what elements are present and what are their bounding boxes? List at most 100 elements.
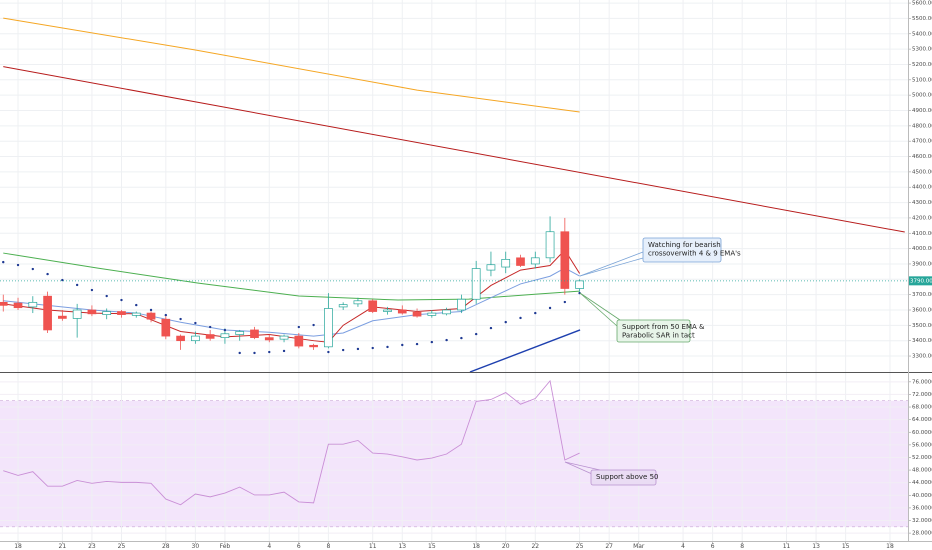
y-tick-label: 3500.00 [912, 323, 932, 329]
candle-body [545, 231, 555, 259]
callout-text: Watching for bearish [648, 241, 721, 249]
y-tick-label: 3300.00 [912, 354, 932, 360]
y-tick-label: 36.0000 [912, 505, 932, 511]
indicator-line [3, 17, 580, 113]
x-tick-label: 27 [605, 543, 613, 550]
x-tick-label: 18 [14, 543, 22, 550]
x-tick-label: 15 [842, 543, 850, 550]
y-tick-label: 5000.00 [912, 93, 932, 99]
candle-body [338, 304, 348, 308]
candle-body [117, 311, 126, 315]
sar-dot [445, 338, 448, 342]
candle-body [368, 300, 378, 312]
callout-pointer [579, 257, 644, 277]
callout-box [616, 319, 691, 343]
candle-body [191, 335, 200, 342]
y-tick-label: 56.0000 [912, 442, 932, 448]
y-tick-label: 5600.00 [912, 1, 932, 7]
y-tick-label: 72.0000 [912, 392, 932, 398]
y-tick-label: 44.0000 [912, 480, 932, 486]
sar-dot [223, 328, 227, 332]
sar-dot [474, 332, 478, 336]
last-price-label: 3790.00 [910, 278, 932, 284]
candle-body [442, 309, 451, 315]
sar-dot [268, 350, 271, 354]
candle-body [72, 309, 82, 319]
y-tick-label: 5100.00 [912, 77, 932, 83]
sar-dot [430, 340, 434, 344]
sar-dot [489, 326, 493, 330]
y-tick-label: 4300.00 [912, 200, 932, 206]
callout-pointer [579, 292, 621, 321]
x-tick-label: 13 [812, 543, 820, 550]
sar-dot [194, 321, 197, 325]
candle-body [28, 301, 38, 308]
sar-dot [563, 300, 567, 304]
x-tick-label: 21 [59, 543, 67, 550]
sar-dot [61, 278, 64, 282]
x-tick-label: 8 [326, 543, 330, 550]
callout-text: Parabolic SAR in tact [622, 332, 695, 340]
sar-dot [75, 283, 79, 287]
y-tick-label: 68.0000 [912, 405, 932, 411]
sar-dot [208, 325, 212, 329]
sar-dot [31, 267, 35, 271]
y-tick-label: 5400.00 [912, 31, 932, 37]
sar-dot [253, 351, 256, 355]
x-tick-label: 15 [428, 543, 436, 550]
x-tick-label: 4 [681, 543, 685, 550]
candle-body [353, 300, 363, 305]
y-tick-label: 64.0000 [912, 417, 932, 423]
x-tick-label: 6 [711, 543, 715, 550]
y-tick-label: 76.0000 [912, 379, 932, 385]
sar-dot [386, 345, 389, 349]
candle-body [397, 309, 407, 314]
callout-pointer [564, 461, 593, 475]
y-tick-label: 4700.00 [912, 139, 932, 145]
sar-dot [46, 272, 49, 276]
y-tick-label: 3900.00 [912, 261, 932, 267]
candle-body [161, 318, 171, 337]
sar-dot [2, 260, 5, 264]
price-pane [0, 0, 908, 372]
axes: 18 21 23 25 28 30 Feb 4 6 8 11 13 15 18 20 22 25 27 Mar 4 6 8… [14, 1, 932, 550]
y-tick-label: 4200.00 [912, 215, 932, 221]
candle-body [412, 311, 422, 317]
x-tick-label: 23 [88, 543, 96, 550]
x-tick-label: Feb [220, 543, 231, 550]
callout-pointer [564, 461, 601, 471]
sar-dot [179, 317, 182, 321]
y-tick-label: 40.0000 [912, 493, 932, 499]
x-tick-label: 20 [502, 543, 510, 550]
candle-body [575, 280, 584, 289]
y-tick-label: 4600.00 [912, 154, 932, 160]
y-tick-label: 3600.00 [912, 308, 932, 314]
sar-dot [312, 323, 315, 327]
x-tick-label: 13 [398, 543, 406, 550]
sar-dot [327, 350, 330, 354]
y-tick-label: 3400.00 [912, 338, 932, 344]
x-tick-label: 11 [369, 543, 377, 550]
x-tick-label: 18 [886, 543, 894, 550]
sar-dot [297, 325, 301, 329]
candle-body [457, 298, 466, 311]
sar-dot [90, 288, 94, 292]
candle-body [58, 315, 67, 319]
indicator-line [3, 249, 581, 343]
callout-pointer [579, 292, 618, 327]
x-tick-label: 11 [783, 543, 791, 550]
sar-dot [371, 346, 374, 350]
y-tick-label: 4000.00 [912, 246, 932, 252]
x-tick-label: Mar [633, 543, 645, 550]
sar-dot [548, 306, 552, 310]
candle-body [146, 312, 156, 320]
y-tick-label: 4100.00 [912, 231, 932, 237]
y-tick-label: 60.0000 [912, 430, 932, 436]
y-tick-label: 3700.00 [912, 292, 932, 298]
y-tick-label: 32.0000 [912, 518, 932, 524]
sar-dot [16, 263, 20, 267]
callout-text: crossoverwith 4 & 9 EMA's [648, 250, 741, 258]
candle-body [13, 302, 23, 309]
y-tick-label: 4900.00 [912, 108, 932, 114]
